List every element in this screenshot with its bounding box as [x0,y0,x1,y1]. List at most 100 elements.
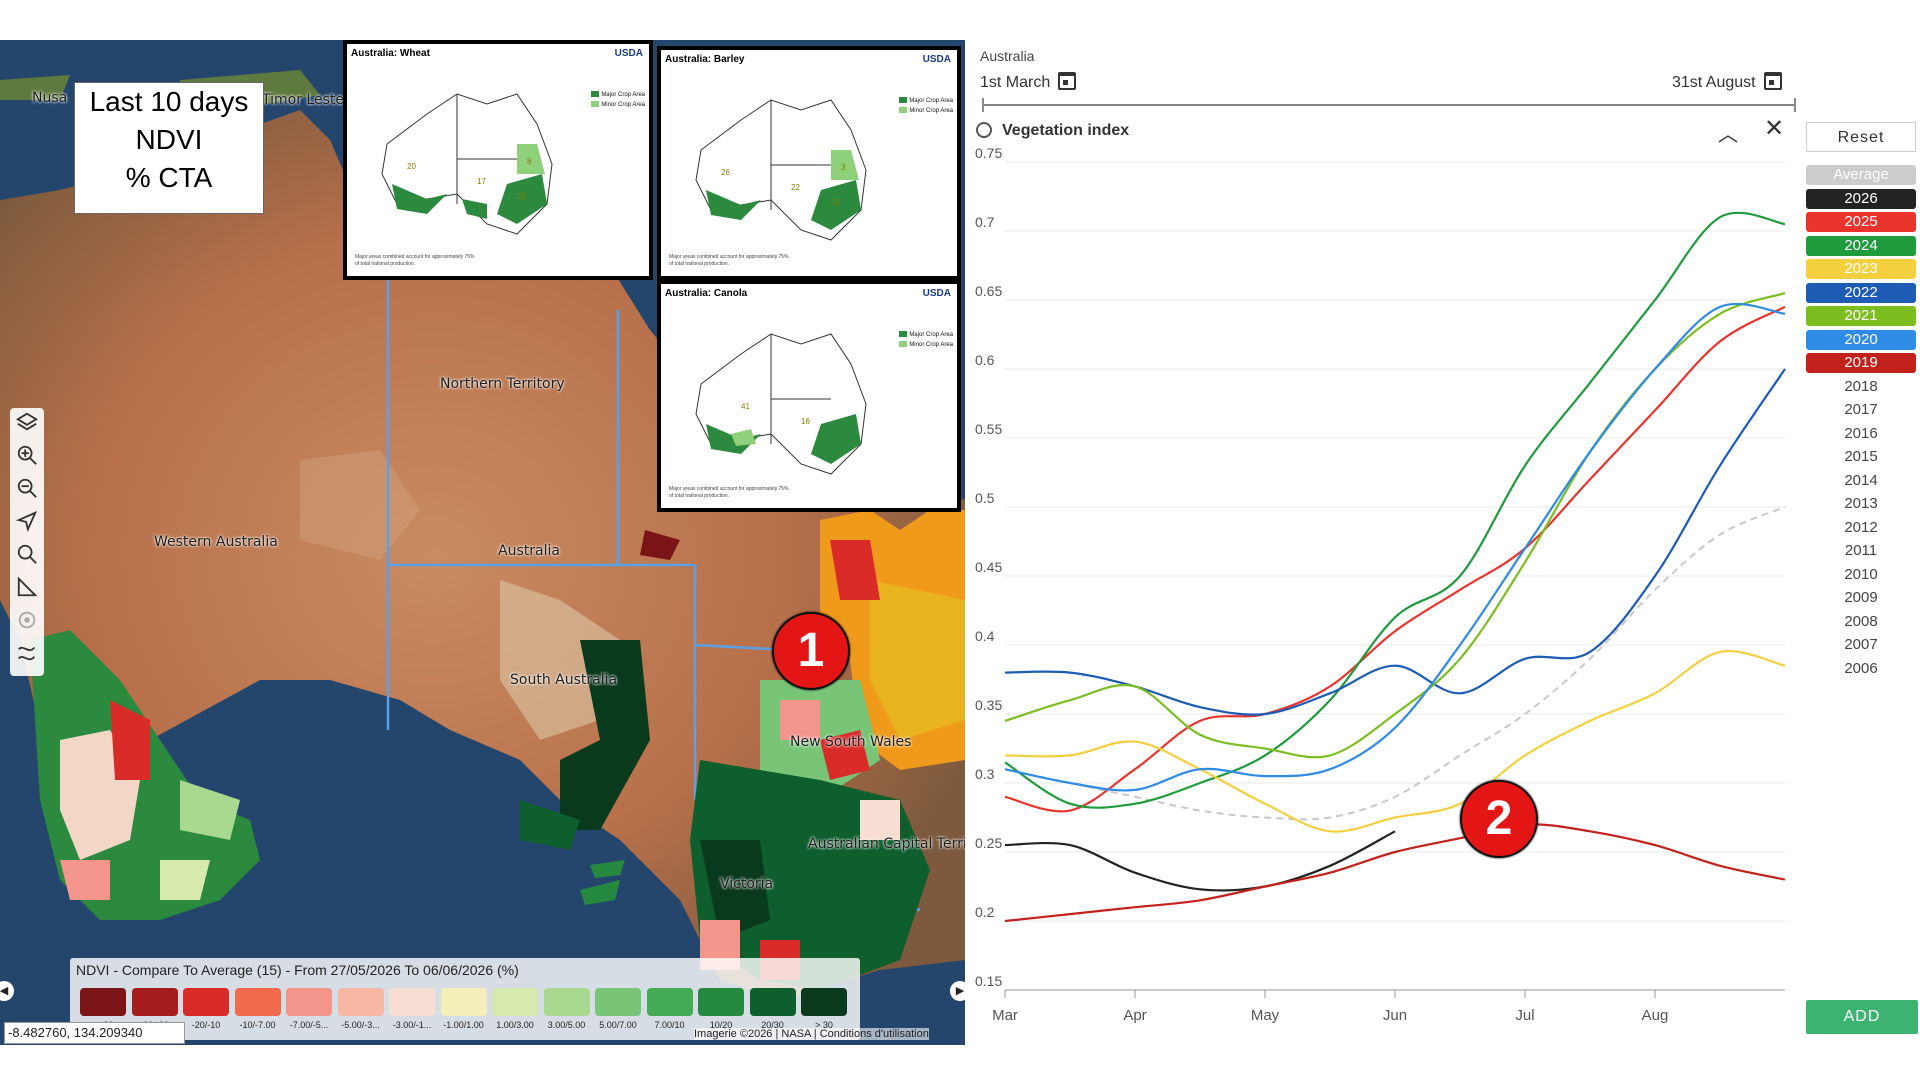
calendar-icon[interactable] [1763,72,1782,90]
y-tick-label: 0.6 [975,352,995,368]
collapse-button[interactable]: ︿ [1718,118,1738,147]
series-line-average [1004,506,1786,821]
east-crop-region [640,510,965,990]
year-toggle[interactable]: 2011 [1844,542,1878,559]
usda-barley-number-3: 3 [841,163,846,172]
usda-wheat-note: Major areas combined account for approxi… [355,254,475,267]
usda-barley-title: Australia: Barley [665,54,745,65]
usda-wheat-number-2: 17 [477,177,486,186]
legend-swatch [183,988,229,1016]
usda-barley-number-4: 22 [831,198,840,207]
legend-swatch-label: > 30 [815,1020,833,1030]
collapse-left-button[interactable]: ◀ [0,981,14,1001]
search-button[interactable] [10,540,44,573]
expand-right-button[interactable]: ▶ [950,981,965,1001]
year-toggle[interactable]: 2022 [1806,282,1916,303]
legend-swatch [440,988,487,1016]
year-toggle[interactable]: 2010 [1844,565,1878,583]
year-toggle[interactable]: 2021 [1806,306,1916,326]
map-label-new-south-wales: New South Wales [790,734,912,750]
usda-barley-legend: Major Crop Area Minor Crop Area [899,96,953,116]
usda-barley-number-1: 26 [721,168,730,177]
year-toggle[interactable]: 2013 [1844,495,1878,512]
year-toggle[interactable]: 2014 [1844,471,1878,489]
usda-canola-number-1: 41 [741,402,750,411]
usda-logo: USDA [614,48,643,59]
series-line-2019 [1004,823,1786,923]
x-tick-label: May [1251,1007,1280,1024]
year-toggle[interactable]: 2012 [1844,518,1878,536]
y-tick-label: 0.45 [975,559,1002,575]
usda-canola-note: Major areas combined account for approxi… [669,486,789,499]
add-button[interactable]: ADD [1806,1000,1918,1034]
date-range-slider[interactable] [982,98,1796,112]
year-toggle[interactable]: 2016 [1844,424,1878,442]
y-tick-label: 0.55 [975,421,1002,437]
zoom-out-button[interactable] [10,474,44,507]
ndvi-legend: NDVI - Compare To Average (15) - From 27… [70,958,860,1040]
usda-canola-number-2: 16 [801,417,810,426]
region-label: Australia [980,48,1035,64]
squiggle-icon [16,642,38,670]
sa-crop-region [520,640,650,905]
year-toggle[interactable]: 2018 [1844,377,1878,395]
x-tick-label: Jun [1383,1007,1407,1024]
usda-barley-number-2: 22 [791,183,800,192]
vegetation-index-chart: 0.15 0.2 0.25 0.3 0.35 0.4 0.45 0.5 0.55 0.6 0.65 0… [975,145,1786,1024]
legend-swatch [80,988,126,1016]
reset-button[interactable]: Reset [1806,122,1916,152]
annotation-marker-2: 2 [1460,780,1538,858]
start-date-picker[interactable]: 1st March [980,72,1077,92]
ndvi-box-line2: NDVI [135,124,203,155]
legend-swatch-label: 10/20 [709,1020,733,1030]
year-toggle[interactable]: 2007 [1844,636,1878,653]
measure-button[interactable] [10,573,44,606]
series-line-2020 [1004,302,1786,792]
close-button[interactable]: ✕ [1764,117,1784,141]
locate-button[interactable] [10,507,44,540]
map-panel[interactable]: Nusa Timor Leste Northern Territory West… [0,40,965,1045]
year-toggle[interactable]: 2024 [1806,235,1916,256]
usda-barley-note: Major areas combined account for approxi… [669,254,789,267]
layers-button[interactable] [10,408,44,441]
year-toggle[interactable]: 2023 [1806,259,1916,279]
year-toggle[interactable]: 2025 [1806,212,1916,232]
map-label-northern-territory: Northern Territory [440,376,565,392]
calendar-icon[interactable] [1058,72,1077,90]
legend-swatch [492,988,538,1016]
chevron-right-icon: ▶ [955,985,965,997]
series-line-2025 [1004,305,1786,813]
series-line-2022 [1004,368,1786,716]
end-date-picker[interactable]: 31st August [1672,72,1782,92]
year-toggle[interactable]: 2020 [1806,329,1916,350]
legend-swatch-label: -5.00/-3... [341,1020,380,1030]
usda-canola-outline: 41 16 [695,333,867,475]
usda-canola-map: Australia: Canola USDA 41 16 Major Crop … [657,280,961,512]
globe-icon [976,122,992,138]
navigation-arrow-icon [15,510,38,538]
year-toggle[interactable]: 2019 [1806,353,1916,373]
year-toggle[interactable]: 2008 [1844,612,1878,630]
series-line-2024 [1004,211,1786,809]
target-button[interactable] [10,606,44,639]
y-tick-label: 0.65 [975,283,1002,299]
ndvi-legend-title: NDVI - Compare To Average (15) - From 27… [76,962,519,978]
zoom-in-button[interactable] [10,441,44,474]
y-tick-label: 0.2 [975,904,995,920]
y-tick-label: 0.7 [975,214,995,230]
legend-swatch-label: -3.00/-1... [392,1020,432,1030]
year-toggle[interactable]: 2015 [1844,448,1878,465]
draw-button[interactable] [10,639,44,672]
vegetation-index-title: Vegetation index [1002,122,1130,139]
year-toggle[interactable]: 2017 [1844,401,1878,418]
year-toggle[interactable]: Average [1806,165,1916,185]
usda-logo: USDA [922,54,951,65]
usda-wheat-map: Australia: Wheat USDA 20 17 8 22 Major C… [343,40,653,280]
search-icon [16,543,38,571]
year-toggle[interactable]: 2006 [1844,659,1878,677]
year-toggle[interactable]: 2009 [1844,589,1878,606]
year-toggle[interactable]: 2026 [1806,188,1916,209]
map-label-australia: Australia [498,543,560,559]
legend-swatch-label: 7.00/10 [654,1020,685,1030]
legend-swatch [698,988,744,1016]
